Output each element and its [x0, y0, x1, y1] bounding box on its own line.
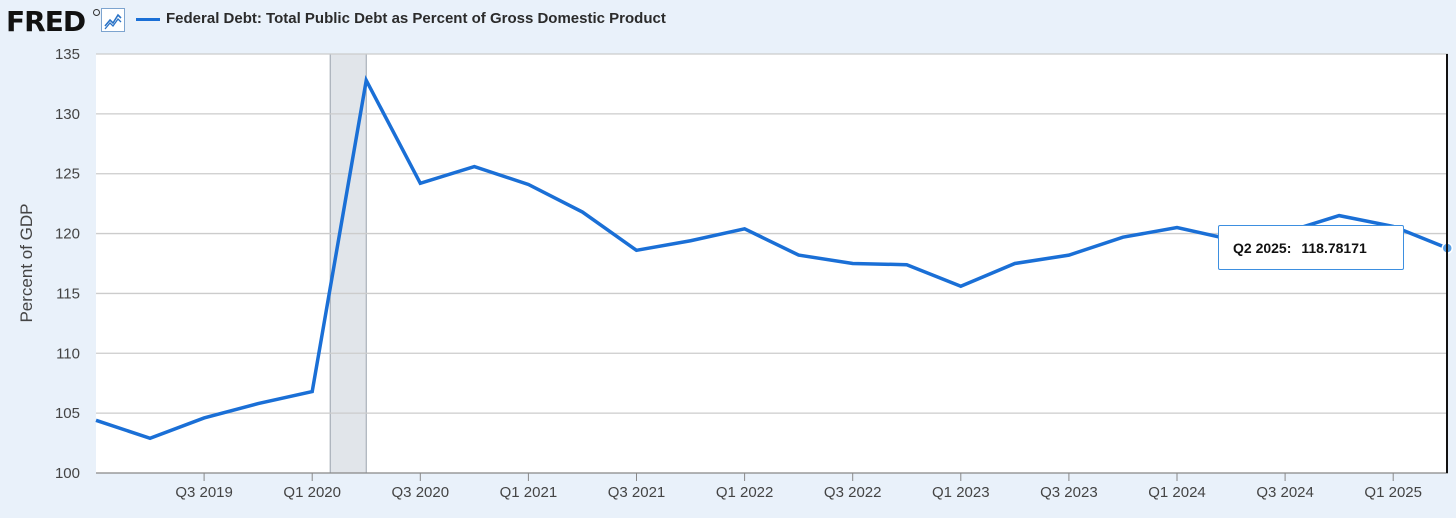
- tooltip-period: Q2 2025:: [1233, 239, 1292, 256]
- x-tick-label: Q3 2021: [608, 484, 666, 501]
- y-tick-label: 135: [55, 46, 80, 63]
- x-tick-label: Q1 2022: [716, 484, 774, 501]
- y-tick-label: 125: [55, 166, 80, 183]
- chart-header: FRED Federal Debt: Total Public Debt as …: [0, 0, 1456, 44]
- x-tick-label: Q3 2024: [1256, 484, 1314, 501]
- y-axis-label: Percent of GDP: [17, 203, 36, 322]
- data-tooltip: Q2 2025: 118.78171: [1218, 225, 1404, 270]
- x-tick-label: Q3 2020: [392, 484, 450, 501]
- x-tick-label: Q3 2019: [175, 484, 233, 501]
- legend-swatch: [136, 18, 160, 21]
- x-tick-label: Q1 2025: [1364, 484, 1422, 501]
- fred-logo[interactable]: FRED: [6, 5, 86, 38]
- y-tick-label: 100: [55, 465, 80, 482]
- y-tick-label: 120: [55, 226, 80, 243]
- y-tick-label: 115: [56, 285, 80, 302]
- tooltip-value: 118.78171: [1301, 239, 1367, 256]
- x-tick-label: Q3 2023: [1040, 484, 1098, 501]
- registered-mark-icon: [93, 9, 100, 16]
- plot-right-edge: [1446, 54, 1448, 473]
- x-axis: Q3 2019 Q1 2020 Q3 2020 Q1 2021 Q3 2021 Q1 20…: [175, 473, 1422, 501]
- y-tick-label: 110: [56, 345, 80, 362]
- x-tick-label: Q3 2022: [824, 484, 882, 501]
- x-tick-label: Q1 2020: [283, 484, 341, 501]
- y-tick-label: 130: [55, 106, 80, 123]
- y-axis: 100 105 110 115 120 125 130 135: [55, 46, 80, 482]
- legend-label: Federal Debt: Total Public Debt as Perce…: [166, 10, 666, 27]
- x-tick-label: Q1 2021: [500, 484, 558, 501]
- x-tick-label: Q1 2023: [932, 484, 990, 501]
- y-tick-label: 105: [55, 405, 80, 422]
- line-chart-icon[interactable]: [101, 8, 125, 32]
- x-tick-label: Q1 2024: [1148, 484, 1206, 501]
